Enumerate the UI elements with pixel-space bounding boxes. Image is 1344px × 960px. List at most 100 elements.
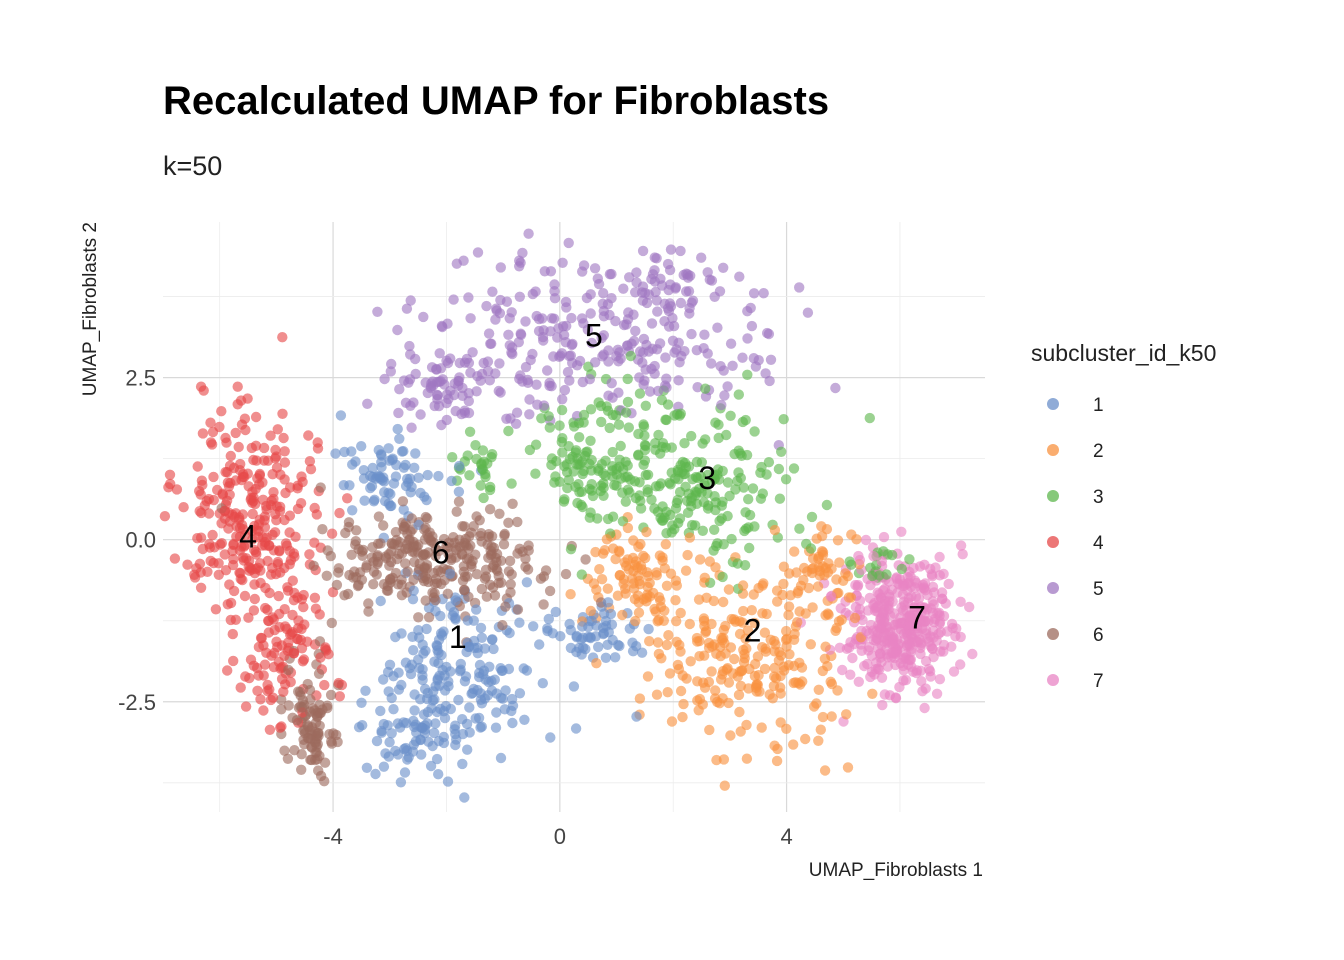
cluster-2-point <box>708 595 719 607</box>
cluster-5-point <box>584 374 595 385</box>
cluster-4-point <box>195 582 207 593</box>
axis-ticks: -4 0 4 -2.5 0.0 2.5 <box>118 366 793 849</box>
cluster-1-point <box>507 717 518 729</box>
cluster-1-point <box>375 595 386 607</box>
cluster-3-point <box>561 459 572 470</box>
cluster-5-point <box>668 320 680 332</box>
cluster-1-point <box>506 693 518 705</box>
cluster-5-point <box>621 319 632 330</box>
cluster-1-point <box>476 632 488 643</box>
cluster-4-point <box>234 531 246 542</box>
cluster-4-point <box>159 511 171 522</box>
cluster-5-point <box>557 394 568 405</box>
cluster-2-point <box>812 581 824 592</box>
cluster-3-point <box>593 465 604 476</box>
cluster-2-point <box>772 743 783 755</box>
cluster-2-point <box>821 524 833 535</box>
cluster-1-point <box>475 688 486 699</box>
cluster-6-point <box>368 579 379 590</box>
cluster-5-point <box>513 337 524 348</box>
cluster-1-point <box>359 495 370 506</box>
cluster-6-point <box>484 504 496 515</box>
cluster-4-point <box>275 469 286 480</box>
cluster-1-point <box>335 410 347 421</box>
cluster-7-point <box>860 534 872 546</box>
cluster-7-point <box>868 551 879 562</box>
cluster-2-point <box>819 765 831 776</box>
cluster-3-point <box>622 373 633 385</box>
cluster-2-point <box>671 616 682 627</box>
cluster-6-point <box>512 516 523 528</box>
cluster-1-point <box>450 720 461 731</box>
cluster-5-point <box>531 310 542 322</box>
cluster-1-point <box>643 623 654 635</box>
cluster-3-point <box>503 425 514 437</box>
cluster-4-point <box>268 661 280 673</box>
cluster-5-point <box>548 313 560 324</box>
legend-label: 3 <box>1093 487 1104 508</box>
y-tick-label: 0.0 <box>125 528 156 553</box>
cluster-6-point <box>391 534 402 546</box>
cluster-7-point <box>916 607 927 618</box>
cluster-2-point <box>738 644 749 656</box>
cluster-5-point <box>725 338 737 349</box>
cluster-2-point <box>769 524 781 536</box>
cluster-1-point <box>476 698 488 709</box>
cluster-2-point <box>681 673 692 684</box>
cluster-5-point <box>574 355 586 367</box>
cluster-7-point <box>957 549 968 560</box>
cluster-1-point <box>360 685 371 696</box>
legend-label: 2 <box>1093 441 1104 462</box>
cluster-6-point <box>313 727 324 739</box>
cluster-6-point <box>352 580 364 592</box>
cluster-3-point <box>690 490 701 501</box>
cluster-5-point <box>765 354 777 365</box>
cluster-5-point <box>675 245 686 257</box>
cluster-3-point <box>471 453 482 465</box>
cluster-5-point <box>615 353 626 364</box>
cluster-2-point <box>678 698 689 710</box>
cluster-5-point <box>598 311 610 322</box>
cluster-6-point <box>283 700 294 711</box>
cluster-4-point <box>292 623 304 634</box>
cluster-2-point <box>734 666 745 677</box>
cluster-7-point <box>845 669 856 680</box>
cluster-6-point <box>291 715 303 726</box>
cluster-2-point <box>803 582 814 594</box>
cluster-5-point <box>734 271 745 282</box>
cluster-3-point <box>614 454 625 465</box>
cluster-4-point <box>169 553 181 564</box>
cluster-2-point <box>591 658 602 669</box>
cluster-2-point <box>784 649 795 660</box>
cluster-2-point <box>792 617 803 628</box>
cluster-6-point <box>302 719 313 731</box>
cluster-5-point <box>564 375 575 386</box>
cluster-1-point <box>607 634 618 646</box>
cluster-7-point <box>947 622 958 634</box>
cluster-1-point <box>471 604 482 615</box>
cluster-6-point <box>408 574 419 585</box>
cluster-3-point <box>881 569 892 580</box>
cluster-label-6: 6 <box>432 535 450 571</box>
cluster-6-point <box>417 572 429 584</box>
legend-item-5: 5 <box>1047 579 1104 600</box>
cluster-2-point <box>781 641 792 652</box>
cluster-6-point <box>363 606 374 617</box>
cluster-6-point <box>294 686 306 698</box>
cluster-7-point <box>869 669 880 680</box>
cluster-2-point <box>735 680 747 692</box>
cluster-1-point <box>491 688 502 699</box>
cluster-5-point <box>463 407 475 419</box>
cluster-4-point <box>225 477 236 489</box>
cluster-1-point <box>392 423 403 435</box>
cluster-1-point <box>383 751 394 762</box>
cluster-3-point <box>592 513 603 524</box>
cluster-5-point <box>545 326 556 337</box>
cluster-5-point <box>510 418 522 429</box>
cluster-5-point <box>654 338 666 349</box>
cluster-6-point <box>451 506 462 517</box>
cluster-3-point <box>722 510 733 522</box>
cluster-6-point <box>358 544 369 556</box>
cluster-5-point <box>562 366 574 378</box>
